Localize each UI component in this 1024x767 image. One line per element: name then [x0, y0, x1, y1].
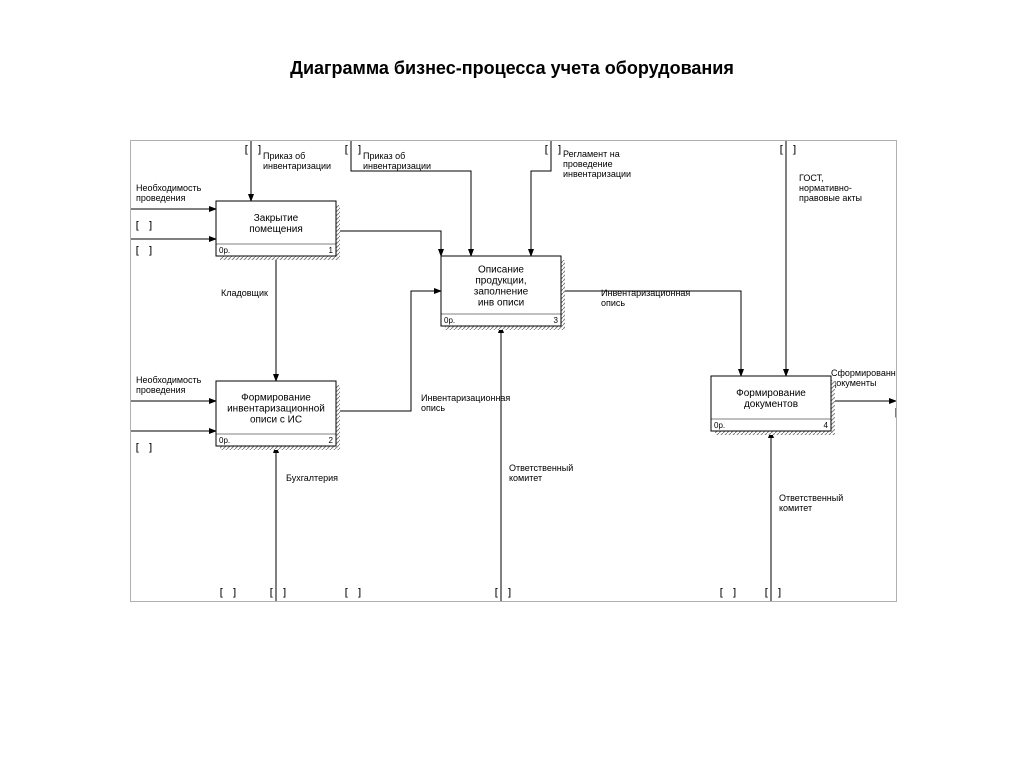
diagram-canvas: [ ]Необходимостьпроведения[ ][ ]Приказ о…: [130, 140, 897, 602]
tunnel-bracket: [ ]: [268, 586, 288, 599]
arrow-label: инвентаризации: [563, 169, 631, 179]
arrow-label: инвентаризации: [363, 161, 431, 171]
tunnel-bracket: [ ]: [343, 143, 363, 156]
tunnel-bracket: [ ]: [343, 586, 363, 599]
diagram-svg: [ ]Необходимостьпроведения[ ][ ]Приказ о…: [131, 141, 896, 601]
tunnel-bracket: [ ]: [134, 219, 154, 232]
tunnel-bracket: [ ]: [718, 586, 738, 599]
diagram-title: Диаграмма бизнес-процесса учета оборудов…: [0, 58, 1024, 79]
arrow-label: Инвентаризационная: [601, 288, 690, 298]
tunnel-bracket: [ ]: [218, 586, 238, 599]
node-label: описи с ИС: [250, 415, 302, 426]
node-corner-left: 0р.: [444, 316, 455, 325]
arrow-a11: [531, 141, 551, 256]
arrow-label: инвентаризации: [263, 161, 331, 171]
arrow-label: правовые акты: [799, 193, 862, 203]
tunnel-bracket: [ ]: [134, 244, 154, 257]
node-label: заполнение: [474, 287, 529, 298]
arrow-label: Приказ об: [363, 151, 405, 161]
arrow-label: опись: [421, 403, 445, 413]
node-corner-right: 1: [329, 246, 334, 255]
arrow-label: комитет: [779, 503, 812, 513]
node-label: Закрытие: [254, 213, 299, 224]
arrow-label: нормативно-: [799, 183, 852, 193]
node-corner-left: 0р.: [219, 436, 230, 445]
node-corner-right: 4: [824, 421, 829, 430]
arrow-label: Необходимость: [136, 375, 202, 385]
arrow-label: документы: [831, 378, 876, 388]
node-corner-right: 3: [554, 316, 559, 325]
arrow-label: комитет: [509, 473, 542, 483]
arrow-a13: [561, 291, 741, 376]
arrow-label: Регламент на: [563, 149, 620, 159]
arrow-label: ГОСТ,: [799, 173, 824, 183]
node-corner-right: 2: [329, 436, 334, 445]
node-label: Формирование: [736, 388, 806, 399]
node-label: инвентаризационной: [227, 404, 325, 415]
arrow-label: Бухгалтерия: [286, 473, 338, 483]
arrow-label: Ответственный: [779, 493, 843, 503]
tunnel-bracket: [ ]: [893, 406, 896, 419]
tunnel-bracket: [ ]: [778, 143, 798, 156]
node-label: инв описи: [478, 298, 524, 309]
arrow-label: Инвентаризационная: [421, 393, 510, 403]
node-corner-left: 0р.: [714, 421, 725, 430]
tunnel-bracket: [ ]: [543, 143, 563, 156]
node-label: Описание: [478, 265, 524, 276]
node-label: продукции,: [475, 276, 526, 287]
arrow-label: Сформированные: [831, 368, 896, 378]
tunnel-bracket: [ ]: [493, 586, 513, 599]
tunnel-bracket: [ ]: [243, 143, 263, 156]
node-label: документов: [744, 399, 798, 410]
arrow-label: Кладовщик: [221, 288, 268, 298]
node-label: помещения: [249, 224, 303, 235]
tunnel-bracket: [ ]: [763, 586, 783, 599]
arrow-label: Ответственный: [509, 463, 573, 473]
arrow-label: Приказ об: [263, 151, 305, 161]
arrow-label: опись: [601, 298, 625, 308]
arrow-label: проведения: [136, 193, 186, 203]
node-label: Формирование: [241, 393, 311, 404]
arrow-label: проведение: [563, 159, 613, 169]
arrow-label: Необходимость: [136, 183, 202, 193]
tunnel-bracket: [ ]: [134, 441, 154, 454]
node-corner-left: 0р.: [219, 246, 230, 255]
arrow-a4: [336, 231, 441, 256]
arrow-label: проведения: [136, 385, 186, 395]
